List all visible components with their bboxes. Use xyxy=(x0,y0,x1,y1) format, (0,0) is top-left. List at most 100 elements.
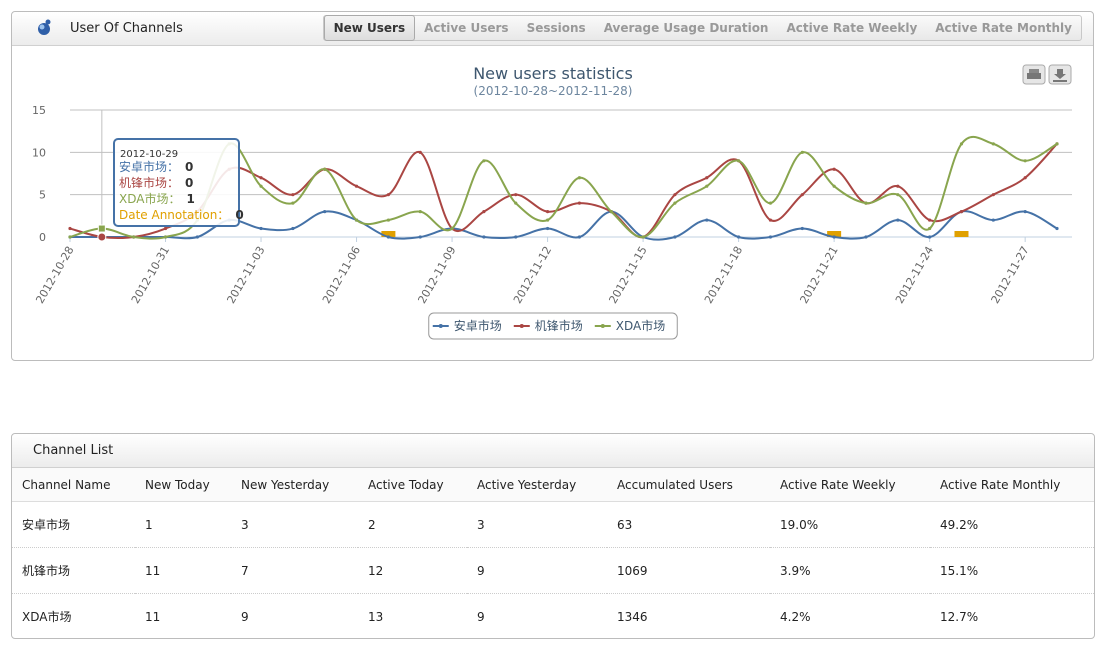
point xyxy=(259,176,263,180)
point xyxy=(896,193,900,197)
point xyxy=(259,184,263,188)
tooltip-value: 0 xyxy=(185,160,193,174)
tooltip-label: Date Annotation： xyxy=(119,208,229,222)
tab[interactable]: Active Rate Weekly xyxy=(786,21,918,35)
point xyxy=(418,150,422,154)
point xyxy=(896,218,900,222)
point xyxy=(163,226,168,231)
tab[interactable]: Active Users xyxy=(424,21,509,35)
legend-symbol xyxy=(519,324,524,328)
point xyxy=(832,235,836,239)
table-cell: 11 xyxy=(135,593,231,638)
table-cell: 49.2% xyxy=(930,501,1094,548)
point xyxy=(832,184,836,188)
channel-list-panel: Channel List Channel Name New Today New Ye… xyxy=(11,433,1095,639)
point xyxy=(928,226,932,231)
point xyxy=(737,235,741,239)
tooltip-value: 1 xyxy=(186,192,194,206)
table-cell: 11 xyxy=(135,547,231,594)
header-icon xyxy=(38,19,51,35)
table-cell: 9 xyxy=(467,547,607,594)
print-button[interactable] xyxy=(1022,64,1046,85)
point xyxy=(577,235,582,239)
point xyxy=(354,218,359,222)
export-button[interactable] xyxy=(1048,64,1072,85)
y-tick-label: 10 xyxy=(32,146,46,159)
panel-header: Channel List xyxy=(12,434,1094,468)
point xyxy=(705,184,709,188)
table-cell: 3.9% xyxy=(770,547,930,594)
tooltip-box xyxy=(113,138,240,227)
point xyxy=(1023,210,1027,214)
header-row: Channel Name New Today New Yesterday Active… xyxy=(12,468,1094,502)
table-cell: 2 xyxy=(358,501,467,548)
table-cell: 4.2% xyxy=(770,593,930,638)
table-cell: 1 xyxy=(135,501,231,548)
point xyxy=(800,193,804,197)
table-cell: 15.1% xyxy=(930,547,1094,594)
point xyxy=(928,235,932,239)
column-header: New Today xyxy=(135,468,231,502)
tab[interactable]: Sessions xyxy=(526,21,586,35)
tab-bar: New Users Active Users Sessions Average Usa… xyxy=(322,15,1082,41)
point xyxy=(991,218,995,222)
point xyxy=(291,201,295,205)
point xyxy=(195,235,199,239)
point xyxy=(1055,142,1059,146)
point xyxy=(864,201,868,205)
point xyxy=(386,235,390,239)
point xyxy=(673,193,677,197)
point xyxy=(514,235,518,239)
tooltip-value: 0 xyxy=(235,208,243,222)
table-cell: 机锋市场 xyxy=(12,547,135,594)
point xyxy=(577,201,582,205)
legend-symbol xyxy=(438,324,443,328)
legend-label: XDA市场 xyxy=(616,318,665,333)
point xyxy=(800,226,804,231)
panel-title: User Of Channels xyxy=(70,21,183,36)
x-tick-label: 2012-11-27 xyxy=(989,244,1032,306)
date-annotation xyxy=(954,231,969,237)
chart-subtitle: (2012-10-28~2012-11-28) xyxy=(474,84,633,98)
point xyxy=(673,235,677,239)
x-tick-label: 2012-11-03 xyxy=(224,244,267,306)
point xyxy=(705,176,709,180)
point xyxy=(418,235,422,239)
point xyxy=(259,226,263,231)
table-cell: XDA市场 xyxy=(12,593,135,638)
table-body: 安卓市场 1 3 2 3 63 19.0% 49.2% 机锋市场 11 7 12 9 1069 3.9% 15… xyxy=(12,501,1094,638)
panel-header: User Of Channels New Users Active Users Se… xyxy=(12,12,1093,46)
tooltip-label: 机锋市场： xyxy=(119,175,179,190)
point xyxy=(768,235,773,239)
point xyxy=(673,201,677,205)
legend: 安卓市场 机锋市场 XDA市场 xyxy=(428,312,678,340)
table-cell: 安卓市场 xyxy=(12,501,135,548)
point xyxy=(959,142,964,146)
point xyxy=(864,235,868,239)
y-tick-label: 0 xyxy=(39,231,46,244)
tab[interactable]: Average Usage Duration xyxy=(603,21,769,35)
point xyxy=(768,218,773,222)
tab[interactable]: New Users xyxy=(323,15,416,41)
tab[interactable]: Active Rate Monthly xyxy=(935,21,1072,35)
point xyxy=(132,235,136,239)
point xyxy=(705,218,709,222)
table-cell: 3 xyxy=(467,501,607,548)
point xyxy=(418,210,422,214)
point xyxy=(991,193,995,197)
table-cell: 63 xyxy=(607,501,770,548)
channel-table: Channel Name New Today New Yesterday Active… xyxy=(12,468,1094,638)
tooltip-value: 0 xyxy=(185,176,193,190)
panel-title: Channel List xyxy=(33,443,114,458)
point xyxy=(991,142,995,146)
point xyxy=(1055,226,1059,231)
point xyxy=(386,218,390,222)
table-row: 安卓市场 1 3 2 3 63 19.0% 49.2% xyxy=(12,501,1094,548)
point xyxy=(482,210,486,214)
point xyxy=(545,210,550,214)
x-tick-label: 2012-10-28 xyxy=(33,244,76,306)
chart: New users statistics (2012-10-28~2012-11… xyxy=(32,64,1072,340)
x-tick-label: 2012-11-15 xyxy=(606,244,649,306)
point xyxy=(482,159,486,163)
